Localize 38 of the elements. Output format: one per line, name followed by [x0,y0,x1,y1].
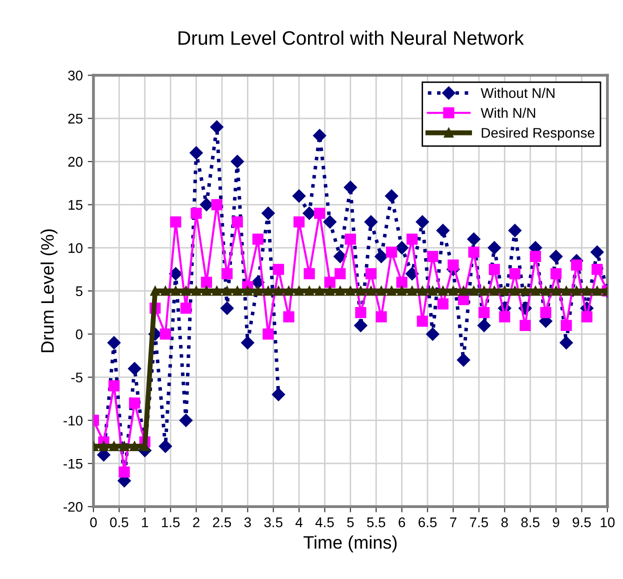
x-tick-label: 5.5 [367,518,386,528]
x-tick-label: 6 [398,517,406,528]
y-axis-title: Drum Level (%) [40,229,58,352]
x-tick-label: 8 [501,517,508,528]
legend-label: Desired Response [482,128,594,140]
x-tick-label: 9.5 [572,517,591,528]
chart-title: Drum Level Control with Neural Network [178,30,524,45]
y-tick-label: 30 [68,70,82,80]
x-tick-label: 7.5 [470,518,488,528]
y-tick-label: 10 [68,243,82,253]
x-tick-label: 0 [90,517,97,528]
y-tick-label: 15 [68,200,82,210]
x-tick-label: 8.5 [521,517,540,528]
y-tick-label: 20 [68,156,82,167]
x-tick-label: 2.5 [212,517,232,528]
x-tick-label: 4.5 [315,518,334,528]
x-tick-label: 9 [552,517,560,528]
x-tick-label: 3.5 [264,517,282,528]
x-tick-label: 0.5 [110,517,128,528]
y-tick-label: 25 [68,114,82,124]
x-tick-label: 5 [347,518,354,528]
x-tick-label: 7 [450,518,456,528]
x-tick-label: 1.5 [162,518,180,528]
legend-label: Without N/N [480,88,554,98]
y-tick-label: 5 [76,286,82,296]
x-tick-label: 1 [142,518,148,528]
x-tick-label: 2 [193,517,200,528]
x-tick-label: 3 [244,517,251,528]
x-tick-label: 4 [295,518,302,528]
y-tick-label: -5 [71,372,82,382]
x-axis-title: Time (mins) [304,536,397,552]
x-tick-label: 10 [600,517,615,528]
y-tick-label: -20 [64,502,82,512]
y-tick-label: -10 [64,416,82,426]
y-tick-label: 0 [76,329,82,340]
legend-label: With N/N [480,108,536,118]
y-tick-label: -15 [64,458,82,469]
x-tick-label: 6.5 [418,517,437,528]
